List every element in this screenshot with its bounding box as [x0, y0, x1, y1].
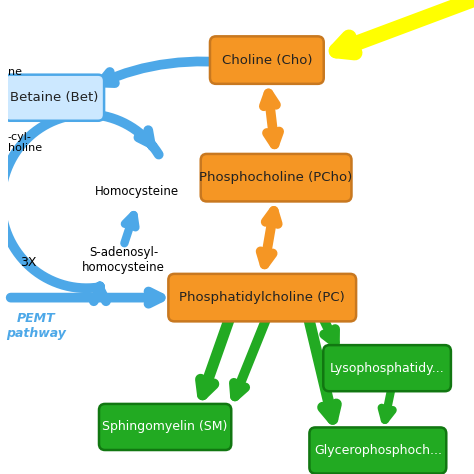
Text: PEMT
pathway: PEMT pathway: [6, 312, 65, 340]
Text: ne: ne: [8, 67, 22, 77]
FancyBboxPatch shape: [201, 154, 352, 201]
Text: -cyl-
holine: -cyl- holine: [8, 132, 42, 153]
Text: Sphingomyelin (SM): Sphingomyelin (SM): [102, 420, 228, 433]
FancyBboxPatch shape: [4, 75, 104, 121]
FancyBboxPatch shape: [310, 428, 447, 474]
FancyBboxPatch shape: [210, 36, 324, 84]
Text: Homocysteine: Homocysteine: [95, 185, 180, 198]
FancyBboxPatch shape: [168, 274, 356, 321]
Text: Choline (Cho): Choline (Cho): [222, 54, 312, 66]
FancyBboxPatch shape: [323, 345, 451, 391]
Text: Betaine (Bet): Betaine (Bet): [10, 91, 98, 104]
FancyBboxPatch shape: [99, 404, 231, 450]
Text: Phosphatidylcholine (PC): Phosphatidylcholine (PC): [179, 291, 345, 304]
Text: S-adenosyl-
homocysteine: S-adenosyl- homocysteine: [82, 246, 165, 274]
Text: 3X: 3X: [20, 256, 37, 269]
Text: Lysophosphatidy...: Lysophosphatidy...: [330, 362, 445, 374]
Text: Phosphocholine (PCho): Phosphocholine (PCho): [200, 171, 353, 184]
Text: Glycerophosphoch...: Glycerophosphoch...: [314, 444, 442, 457]
